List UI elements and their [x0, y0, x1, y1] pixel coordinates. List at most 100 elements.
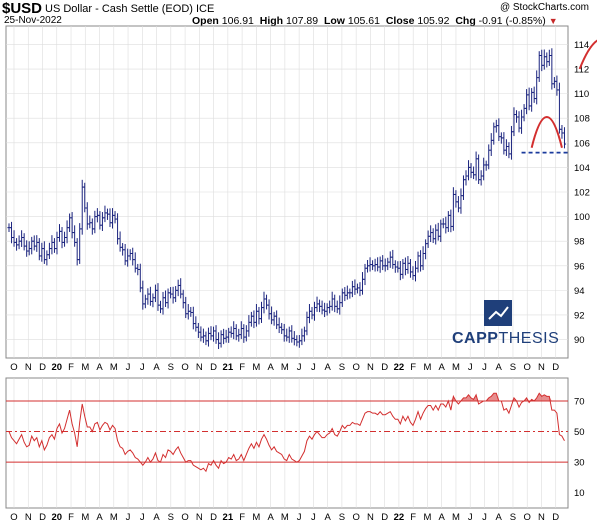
price-bar [12, 230, 16, 247]
price-bar [191, 306, 195, 330]
x-tick-label: N [196, 362, 203, 373]
price-bar [519, 109, 524, 134]
price-bar [446, 211, 450, 232]
price-bar [363, 263, 367, 286]
rsi-line [8, 392, 565, 473]
price-bar [436, 222, 440, 241]
price-bar [280, 322, 284, 335]
x-tick-label: N [25, 362, 32, 373]
symbol: $USD [2, 0, 43, 17]
price-bar [179, 278, 183, 299]
price-bar [530, 88, 534, 112]
price-bar [32, 235, 36, 251]
copyright: @ StockCharts.com [499, 2, 589, 13]
x-tick-label: 21 [223, 512, 234, 523]
x-tick-label: A [96, 512, 103, 523]
price-bar [151, 293, 155, 308]
price-bar [25, 240, 29, 257]
price-bar [232, 321, 236, 340]
price-bar [297, 335, 301, 348]
x-tick-label: 20 [51, 362, 62, 373]
x-tick-label: F [68, 362, 74, 373]
x-tick-label: S [339, 362, 345, 373]
price-bar [229, 326, 233, 338]
price-bar [168, 287, 173, 299]
price-bar [504, 139, 509, 156]
price-bar [143, 294, 147, 309]
price-bar [487, 144, 491, 170]
price-bar [73, 225, 77, 247]
price-bar [50, 235, 54, 255]
x-tick-label: A [439, 362, 446, 373]
price-bar [224, 329, 228, 343]
x-tick-label: 20 [51, 512, 62, 523]
x-tick-label: M [423, 512, 431, 523]
price-bar [100, 212, 105, 231]
price-bar [325, 303, 329, 316]
price-bar [532, 86, 536, 103]
y-tick-label: 110 [574, 89, 589, 100]
price-bar [376, 257, 380, 272]
x-tick-label: J [297, 362, 302, 373]
price-bar [45, 250, 49, 266]
x-tick-label: O [181, 362, 188, 373]
price-bar [484, 160, 488, 171]
down-triangle-icon: ▼ [548, 16, 558, 26]
price-bar [219, 330, 223, 348]
price-bar [161, 291, 165, 315]
symbol-name: US Dollar - Cash Settle (EOD) ICE [45, 3, 215, 15]
price-bar [65, 220, 69, 244]
x-tick-label: J [140, 512, 145, 523]
y-tick-label: 112 [574, 65, 589, 76]
price-bar [335, 300, 339, 314]
price-bar [411, 266, 415, 280]
x-tick-label: M [281, 362, 289, 373]
price-bar [98, 211, 102, 230]
price-bar [502, 132, 506, 155]
price-bar [259, 301, 264, 323]
price-bar [350, 280, 354, 298]
price-bar [497, 118, 501, 141]
x-tick-label: J [482, 362, 487, 373]
x-tick-label: F [410, 512, 416, 523]
x-tick-label: A [496, 362, 503, 373]
price-bar [30, 236, 34, 255]
price-bar [242, 324, 246, 343]
x-tick-label: S [510, 362, 516, 373]
rsi-tick-label: 10 [574, 488, 585, 499]
x-tick-label: A [153, 512, 160, 523]
price-bar [40, 242, 44, 262]
price-bar [413, 260, 418, 282]
price-bar [456, 196, 461, 213]
x-tick-label: N [25, 512, 32, 523]
y-tick-label: 104 [574, 163, 590, 174]
price-bar [373, 258, 377, 272]
x-tick-label: M [423, 362, 431, 373]
x-tick-label: J [126, 362, 131, 373]
price-bar [328, 300, 332, 314]
x-tick-label: D [552, 362, 559, 373]
x-tick-label: N [367, 362, 374, 373]
price-bar [383, 258, 387, 272]
price-bar [517, 111, 521, 133]
price-bar [416, 251, 420, 273]
x-tick-label: A [267, 362, 274, 373]
price-bar [174, 286, 178, 303]
price-bar [275, 310, 279, 330]
price-bar [47, 242, 51, 260]
price-bar [55, 231, 59, 255]
price-bar [471, 166, 476, 180]
price-bar [131, 247, 135, 266]
price-bar [176, 279, 180, 297]
x-tick-label: O [10, 362, 17, 373]
price-bar [540, 49, 544, 72]
price-bar [340, 288, 344, 307]
x-tick-label: M [81, 362, 89, 373]
price-bar [398, 260, 402, 281]
price-bar [360, 272, 365, 295]
rsi-tick-label: 50 [574, 427, 585, 438]
x-tick-label: D [210, 512, 217, 523]
x-tick-label: 22 [394, 362, 405, 373]
price-bar [267, 299, 271, 320]
rsi-tick-label: 70 [574, 396, 585, 407]
